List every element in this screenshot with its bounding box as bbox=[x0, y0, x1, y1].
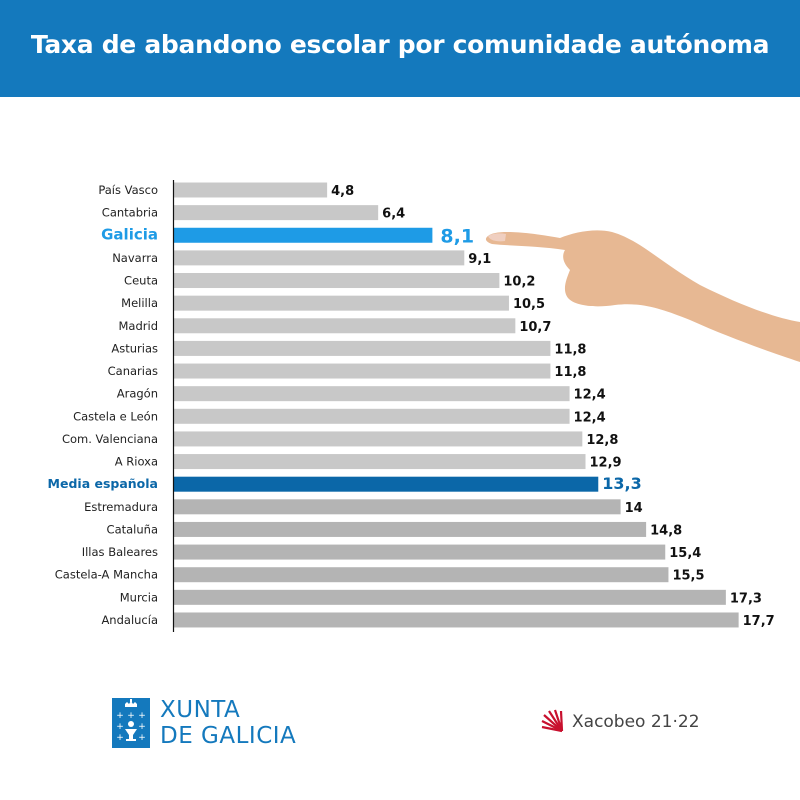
category-label: Asturias bbox=[111, 341, 158, 355]
category-label: Canarias bbox=[108, 364, 158, 378]
header-banner bbox=[0, 0, 800, 97]
pointing-hand-image bbox=[485, 230, 800, 362]
value-label: 11,8 bbox=[554, 365, 586, 380]
bar-andaluc-a bbox=[174, 612, 739, 628]
value-label: 17,7 bbox=[743, 614, 775, 629]
bar-castela-a-mancha bbox=[174, 567, 669, 583]
svg-text:+: + bbox=[138, 733, 146, 743]
category-label: Castela-A Mancha bbox=[55, 568, 158, 582]
bar-madrid bbox=[174, 318, 516, 334]
svg-text:+: + bbox=[138, 711, 146, 721]
value-label: 4,8 bbox=[331, 184, 354, 199]
bar-murcia bbox=[174, 589, 726, 605]
scallop-shell-icon bbox=[541, 709, 564, 733]
category-label: Aragón bbox=[117, 387, 158, 401]
bar-arag-n bbox=[174, 386, 570, 402]
category-label: Melilla bbox=[121, 296, 158, 310]
bar-chart: País Vasco 4,8 Cantabria 6,4 Galicia 8,1 Navar… bbox=[48, 180, 800, 632]
bar-com-valenciana bbox=[174, 431, 583, 447]
bar-catalu-a bbox=[174, 521, 647, 537]
category-label: A Rioxa bbox=[115, 455, 158, 469]
value-label: 8,1 bbox=[440, 225, 474, 247]
value-label: 6,4 bbox=[382, 207, 405, 222]
svg-text:+: + bbox=[116, 711, 124, 721]
xunta-line2: DE GALICIA bbox=[160, 723, 297, 749]
category-label: Murcia bbox=[120, 590, 158, 604]
value-label: 10,2 bbox=[503, 275, 535, 290]
value-label: 12,8 bbox=[586, 433, 618, 448]
bar-ceuta bbox=[174, 273, 500, 289]
bar-pa-s-vasco bbox=[174, 182, 328, 198]
value-label: 17,3 bbox=[730, 591, 762, 606]
value-label: 10,5 bbox=[513, 297, 545, 312]
xacobeo-logo: Xacobeo 21·22 bbox=[540, 709, 700, 735]
value-label: 12,4 bbox=[574, 388, 606, 403]
category-label: Navarra bbox=[112, 251, 158, 265]
bar-illas-baleares bbox=[174, 544, 666, 560]
category-label: Estremadura bbox=[84, 500, 158, 514]
value-label: 10,7 bbox=[519, 320, 551, 335]
value-label: 11,8 bbox=[554, 342, 586, 357]
value-label: 12,4 bbox=[574, 410, 606, 425]
category-label: Com. Valenciana bbox=[62, 432, 158, 446]
bar-a-rioxa bbox=[174, 454, 586, 470]
category-label: Illas Baleares bbox=[82, 545, 158, 559]
category-label: Castela e León bbox=[73, 409, 158, 423]
svg-text:+: + bbox=[127, 711, 135, 721]
value-label: 12,9 bbox=[590, 456, 622, 471]
svg-text:+: + bbox=[116, 733, 124, 743]
bar-galicia bbox=[174, 227, 433, 243]
category-label: Ceuta bbox=[124, 274, 158, 288]
value-label: 14 bbox=[625, 501, 643, 516]
category-label: Andalucía bbox=[101, 613, 158, 627]
bar-cantabria bbox=[174, 205, 379, 221]
bar-asturias bbox=[174, 340, 551, 356]
category-label: Galicia bbox=[101, 225, 158, 243]
category-label: Media española bbox=[48, 476, 158, 491]
svg-text:+: + bbox=[138, 722, 146, 732]
value-label: 14,8 bbox=[650, 523, 682, 538]
xunta-logo-text: XUNTA DE GALICIA bbox=[160, 697, 296, 749]
xunta-coat-of-arms-icon: + + + + + + + bbox=[112, 698, 150, 748]
bar-canarias bbox=[174, 363, 551, 379]
page-title: Taxa de abandono escolar por comunidade … bbox=[30, 30, 770, 59]
bar-castela-e-le-n bbox=[174, 408, 570, 424]
category-label: Cantabria bbox=[102, 206, 158, 220]
bar-estremadura bbox=[174, 499, 621, 515]
bar-navarra bbox=[174, 250, 465, 266]
category-label: Madrid bbox=[119, 319, 159, 333]
value-label: 13,3 bbox=[602, 474, 641, 493]
value-label: 15,4 bbox=[669, 546, 701, 561]
bar-media-espa-ola bbox=[174, 476, 599, 492]
value-label: 15,5 bbox=[672, 569, 704, 584]
bar-melilla bbox=[174, 295, 509, 311]
category-label: Cataluña bbox=[107, 522, 158, 536]
category-label: País Vasco bbox=[98, 183, 158, 197]
svg-text:+: + bbox=[116, 722, 124, 732]
value-label: 9,1 bbox=[468, 252, 491, 267]
xacobeo-text: Xacobeo 21·22 bbox=[572, 712, 700, 732]
xunta-line1: XUNTA bbox=[160, 697, 241, 723]
